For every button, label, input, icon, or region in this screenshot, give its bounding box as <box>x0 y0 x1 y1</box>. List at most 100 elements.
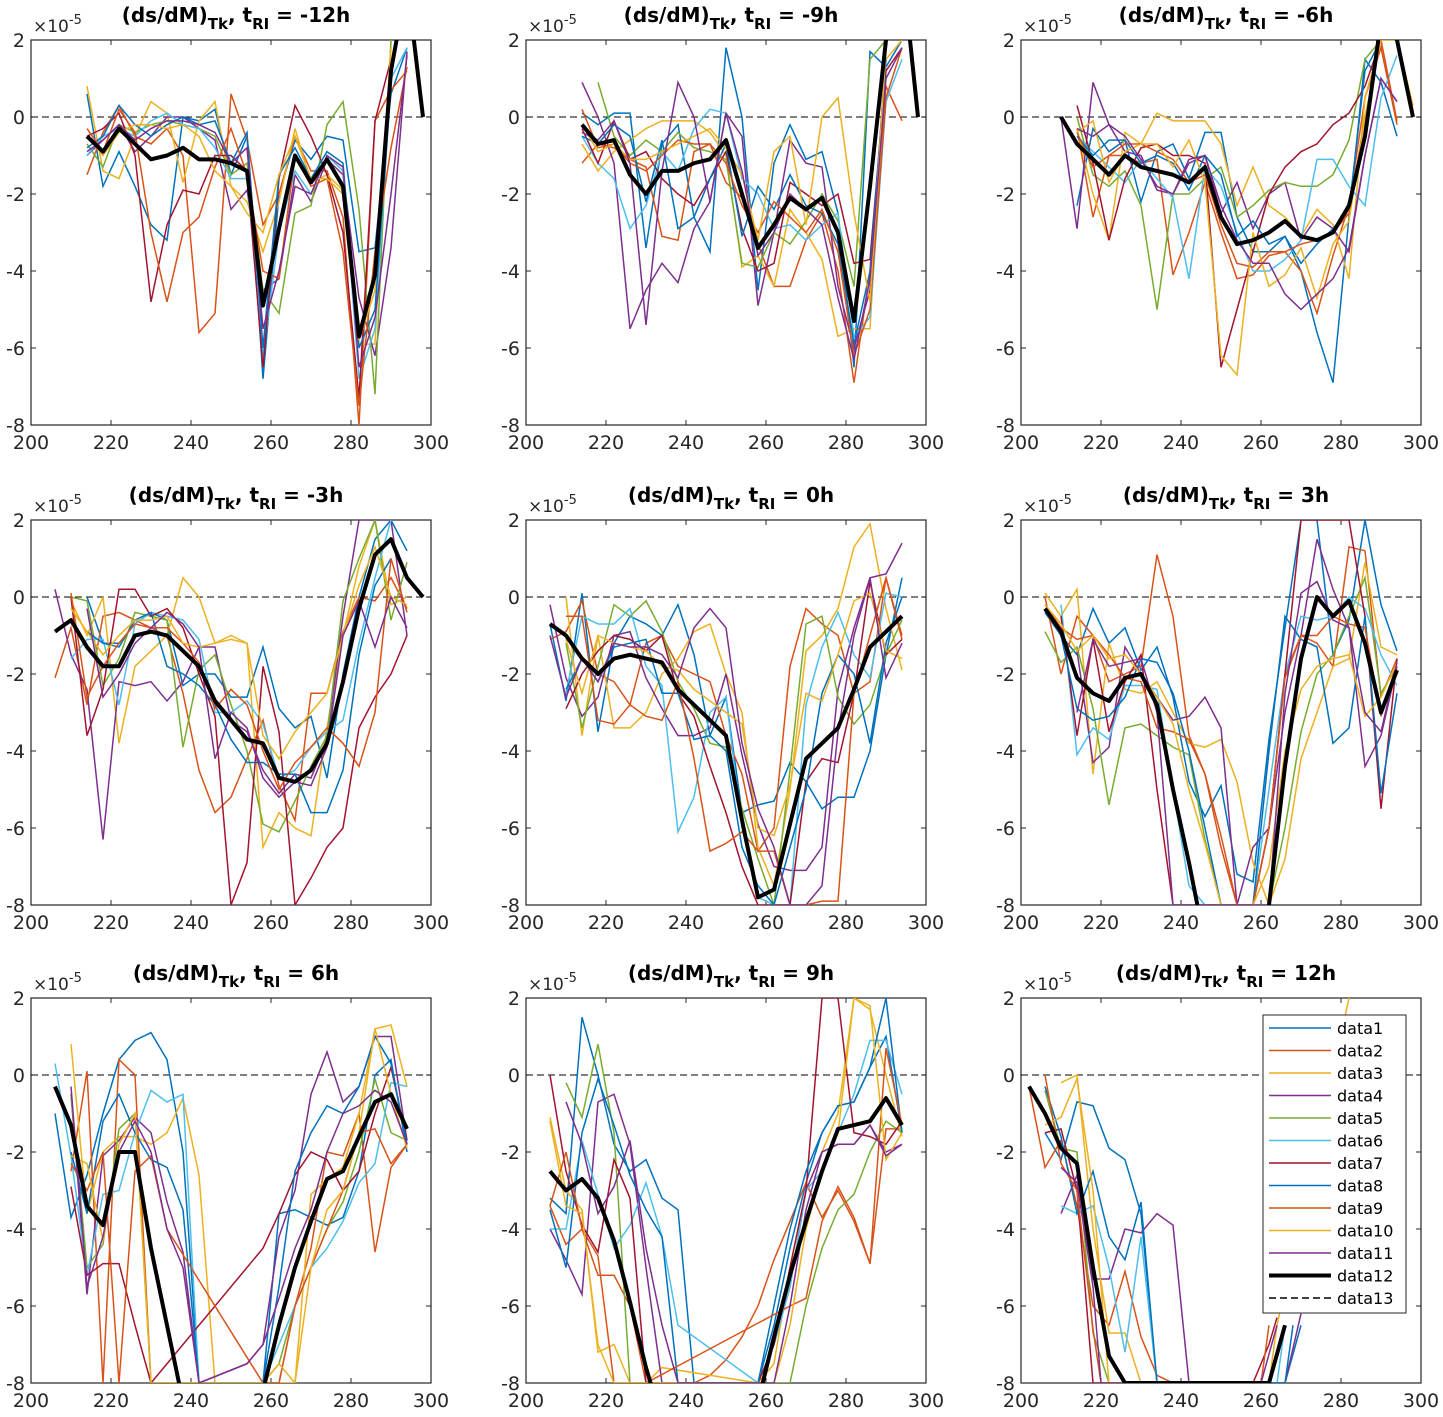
series-data3 <box>581 40 903 338</box>
y-tick-label: -2 <box>6 664 25 686</box>
x-tick-label: 260 <box>748 1390 784 1412</box>
x-tick-label: 300 <box>1403 432 1439 454</box>
subplot-title: (ds/dM)Tk, tRI = -12h <box>122 3 351 33</box>
plot-area <box>1021 40 1421 383</box>
subplot-9: 200 220 240 260 280 300 -8 -6 -4 -2 0 2 ×10-5 (ds/dM)… <box>996 961 1439 1412</box>
y-exponent-label: ×10-5 <box>33 13 82 37</box>
y-tick-label: -6 <box>996 818 1015 840</box>
x-tick-label: 220 <box>93 912 129 934</box>
y-tick-label: -2 <box>996 1142 1015 1164</box>
x-tick-label: 240 <box>1163 912 1199 934</box>
legend-label-data7: data7 <box>1337 1154 1383 1173</box>
series-data6 <box>565 592 903 905</box>
series-data9 <box>70 1128 408 1383</box>
series-data11 <box>581 47 903 360</box>
series-data3 <box>1044 562 1398 905</box>
subplot-1: 200 220 240 260 280 300 -8 -6 -4 -2 0 2 ×10-5 (ds/dM)… <box>6 3 449 454</box>
x-tick-label: 200 <box>1003 912 1039 934</box>
series-data8 <box>549 998 903 1383</box>
series-data11 <box>549 577 903 905</box>
series-data10 <box>1076 40 1397 377</box>
x-tick-label: 220 <box>93 1390 129 1412</box>
series-data6 <box>1076 55 1398 279</box>
subplot-title: (ds/dM)Tk, tRI = -3h <box>129 483 344 513</box>
series-data8 <box>86 86 392 349</box>
series-data8 <box>70 1034 408 1383</box>
y-exponent-label: ×10-5 <box>1023 971 1072 995</box>
legend-box <box>1262 1014 1407 1314</box>
series-data8 <box>86 558 392 814</box>
series-data2 <box>1044 546 1398 905</box>
series-data7 <box>70 588 408 905</box>
series-data12 <box>53 1085 409 1383</box>
x-tick-label: 220 <box>588 432 624 454</box>
subplot-title: (ds/dM)Tk, tRI = -9h <box>624 3 839 33</box>
y-tick-label: -4 <box>6 1219 25 1241</box>
subplot-title: (ds/dM)Tk, tRI = 12h <box>1116 961 1336 991</box>
series-data12 <box>85 40 425 339</box>
x-tick-label: 280 <box>1323 1390 1359 1412</box>
legend-label-data10: data10 <box>1337 1222 1393 1241</box>
y-tick-label: -2 <box>501 1142 520 1164</box>
series-data10 <box>549 998 903 1383</box>
x-tick-label: 200 <box>13 432 49 454</box>
y-tick-label: -8 <box>501 1373 520 1395</box>
x-tick-label: 200 <box>508 1390 544 1412</box>
series-data10 <box>86 47 392 341</box>
x-tick-label: 280 <box>828 912 864 934</box>
x-tick-label: 260 <box>253 912 289 934</box>
subplot-title: (ds/dM)Tk, tRI = 3h <box>1123 483 1329 513</box>
plot-area <box>526 998 926 1383</box>
x-tick-label: 280 <box>333 432 369 454</box>
subplot-6: 200 220 240 260 280 300 -8 -6 -4 -2 0 2 ×10-5 (ds/dM)… <box>996 483 1439 934</box>
y-tick-label: 2 <box>13 988 25 1010</box>
x-tick-label: 260 <box>253 1390 289 1412</box>
series-data12 <box>1027 1085 1287 1383</box>
subplot-5: 200 220 240 260 280 300 -8 -6 -4 -2 0 2 ×10-5 (ds/dM)… <box>501 483 944 934</box>
y-tick-label: -2 <box>501 664 520 686</box>
x-tick-label: 200 <box>1003 1390 1039 1412</box>
y-tick-label: -2 <box>6 184 25 206</box>
y-tick-label: -4 <box>501 1219 520 1241</box>
series-data2 <box>1028 1086 1189 1383</box>
series-data9 <box>70 558 408 792</box>
x-tick-label: 240 <box>1163 1390 1199 1412</box>
y-tick-label: 2 <box>13 30 25 52</box>
series-data5 <box>1044 574 1398 905</box>
subplot-3: 200 220 240 260 280 300 -8 -6 -4 -2 0 2 ×10-5 (ds/dM)… <box>996 3 1439 454</box>
y-tick-label: 0 <box>508 1065 520 1087</box>
y-tick-label: -8 <box>6 415 25 437</box>
x-tick-label: 300 <box>908 912 944 934</box>
y-tick-label: -4 <box>501 741 520 763</box>
series-data5 <box>565 1044 903 1383</box>
x-tick-label: 280 <box>1323 912 1359 934</box>
series-data5 <box>597 40 887 287</box>
x-tick-label: 240 <box>668 1390 704 1412</box>
series-data4 <box>581 47 887 351</box>
series-data12 <box>53 537 425 784</box>
y-tick-label: 0 <box>13 107 25 129</box>
y-tick-label: -8 <box>6 1373 25 1395</box>
y-tick-label: -8 <box>501 415 520 437</box>
series-data3 <box>565 521 903 889</box>
y-tick-label: -2 <box>6 1142 25 1164</box>
y-tick-label: 0 <box>1003 107 1015 129</box>
x-tick-label: 300 <box>1403 1390 1439 1412</box>
series-data7 <box>1044 1127 1278 1383</box>
y-tick-label: 0 <box>13 1065 25 1087</box>
y-tick-label: -2 <box>996 184 1015 206</box>
series-data9 <box>1044 1074 1270 1383</box>
plot-area <box>31 40 431 425</box>
x-tick-label: 260 <box>748 912 784 934</box>
y-tick-label: -6 <box>6 1296 25 1318</box>
series-data10 <box>1044 998 1350 1383</box>
x-tick-label: 260 <box>748 432 784 454</box>
series-data9 <box>1044 604 1398 905</box>
plot-area <box>31 520 431 905</box>
series-data12 <box>548 614 904 900</box>
x-tick-label: 260 <box>1243 1390 1279 1412</box>
series-data4 <box>1060 76 1398 254</box>
plot-area <box>31 1024 431 1383</box>
x-tick-label: 200 <box>13 912 49 934</box>
